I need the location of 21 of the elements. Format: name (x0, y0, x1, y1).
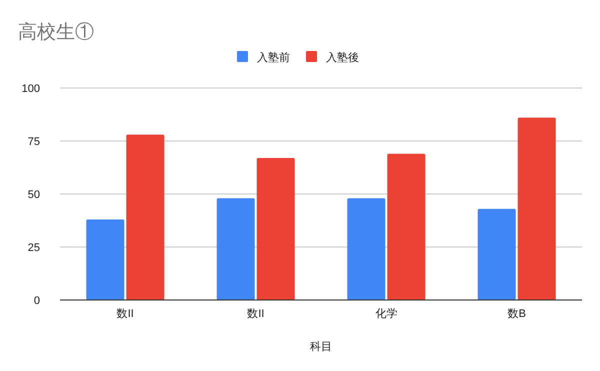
bar (126, 134, 164, 300)
bar (256, 158, 295, 300)
bar (478, 208, 516, 300)
bar (518, 118, 556, 300)
y-tick-label: 75 (28, 136, 40, 148)
legend-label: 入塾後 (326, 51, 359, 64)
bar (216, 198, 255, 300)
x-tick-label: 数B (508, 308, 526, 320)
legend-label: 入塾前 (257, 51, 290, 64)
x-tick-label: 化学 (375, 308, 398, 320)
chart-title: 高校生① (18, 21, 94, 43)
x-axis-title: 科目 (310, 341, 332, 353)
y-tick-label: 100 (22, 83, 40, 95)
x-tick-label: 数II (247, 308, 264, 320)
bar (347, 198, 386, 300)
bar (387, 154, 426, 300)
y-tick-label: 0 (34, 295, 40, 307)
bar (86, 219, 124, 300)
y-tick-label: 25 (28, 242, 40, 254)
x-tick-label: 数II (116, 308, 134, 320)
y-tick-label: 50 (28, 189, 40, 201)
